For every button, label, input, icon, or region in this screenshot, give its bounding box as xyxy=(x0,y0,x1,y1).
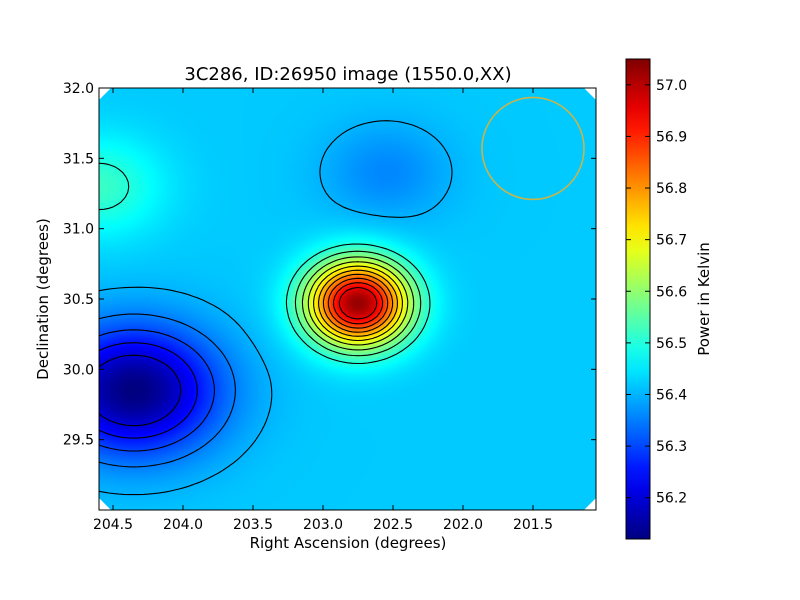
contour-level-0 xyxy=(99,354,182,427)
heatmap-image xyxy=(99,88,596,510)
contour-level-7 xyxy=(301,256,415,351)
contour-level-8 xyxy=(307,261,409,346)
x-tick-label: 202.0 xyxy=(443,517,483,533)
colorbar-tick-label: 57.0 xyxy=(656,78,687,94)
colorbar-tick-label: 56.2 xyxy=(656,491,687,507)
heatmap-plot-area xyxy=(98,87,597,511)
y-axis-label: Declination (degrees) xyxy=(34,218,52,380)
contour-lines xyxy=(99,120,453,496)
x-tick-label: 204.0 xyxy=(163,517,203,533)
corner-mask-2 xyxy=(99,498,111,510)
contour-level-5 xyxy=(99,162,431,365)
contour-level-6 xyxy=(294,250,422,357)
contour-level-9 xyxy=(313,265,403,342)
contour-level-14 xyxy=(338,286,378,320)
colorbar-tick-label: 56.9 xyxy=(656,129,687,145)
x-tick-label: 203.0 xyxy=(303,517,343,533)
colorbar-tick-label: 56.3 xyxy=(656,439,687,455)
y-tick-label: 31.5 xyxy=(63,151,94,167)
colorbar-tick-label: 56.6 xyxy=(656,284,687,300)
contour-level-2 xyxy=(99,329,215,452)
contour-level-13 xyxy=(332,282,384,325)
beam-circle xyxy=(481,96,585,201)
y-tick-label: 31.0 xyxy=(63,222,94,238)
y-tick-label: 30.0 xyxy=(63,362,94,378)
chart-title: 3C286, ID:26950 image (1550.0,XX) xyxy=(184,64,511,85)
contour-level-4 xyxy=(99,120,453,496)
colorbar-tick-label: 56.8 xyxy=(656,181,687,197)
contour-level-3 xyxy=(99,313,236,468)
y-tick-label: 30.5 xyxy=(63,292,94,308)
contour-level-10 xyxy=(318,269,398,337)
x-tick-label: 204.5 xyxy=(93,517,133,533)
x-axis-label: Right Ascension (degrees) xyxy=(250,534,447,552)
corner-mask-1 xyxy=(584,88,596,100)
corner-mask-0 xyxy=(99,88,111,100)
x-tick-label: 202.5 xyxy=(373,517,413,533)
colorbar-ticks: 56.2 56.3 56.4 56.5 56.6 56.7 56.8 56.9 57.0 xyxy=(626,78,687,507)
x-tick-label: 203.5 xyxy=(233,517,273,533)
colorbar-tick-label: 56.4 xyxy=(656,387,687,403)
colorbar-tick-label: 56.5 xyxy=(656,336,687,352)
colorbar-label: Power in Kelvin xyxy=(695,242,713,356)
x-tick-label: 201.5 xyxy=(513,517,553,533)
y-axis: 29.5 30.0 30.5 31.0 31.5 32.0 xyxy=(63,81,596,449)
colorbar-tick-label: 56.7 xyxy=(656,233,687,249)
contour-level-11 xyxy=(322,273,394,333)
contour-level-1 xyxy=(99,342,198,439)
y-tick-label: 32.0 xyxy=(63,81,94,97)
colorbar: 56.2 56.3 56.4 56.5 56.6 56.7 56.8 56.9 57.0 Pow… xyxy=(625,58,713,540)
contour-level-12 xyxy=(327,277,389,329)
y-tick-label: 29.5 xyxy=(63,433,94,449)
colorbar-gradient xyxy=(625,58,651,540)
corner-mask-3 xyxy=(584,498,596,510)
x-axis: 204.5 204.0 203.5 203.0 202.5 202.0 201.5 xyxy=(93,88,553,533)
corner-mask xyxy=(99,88,596,510)
